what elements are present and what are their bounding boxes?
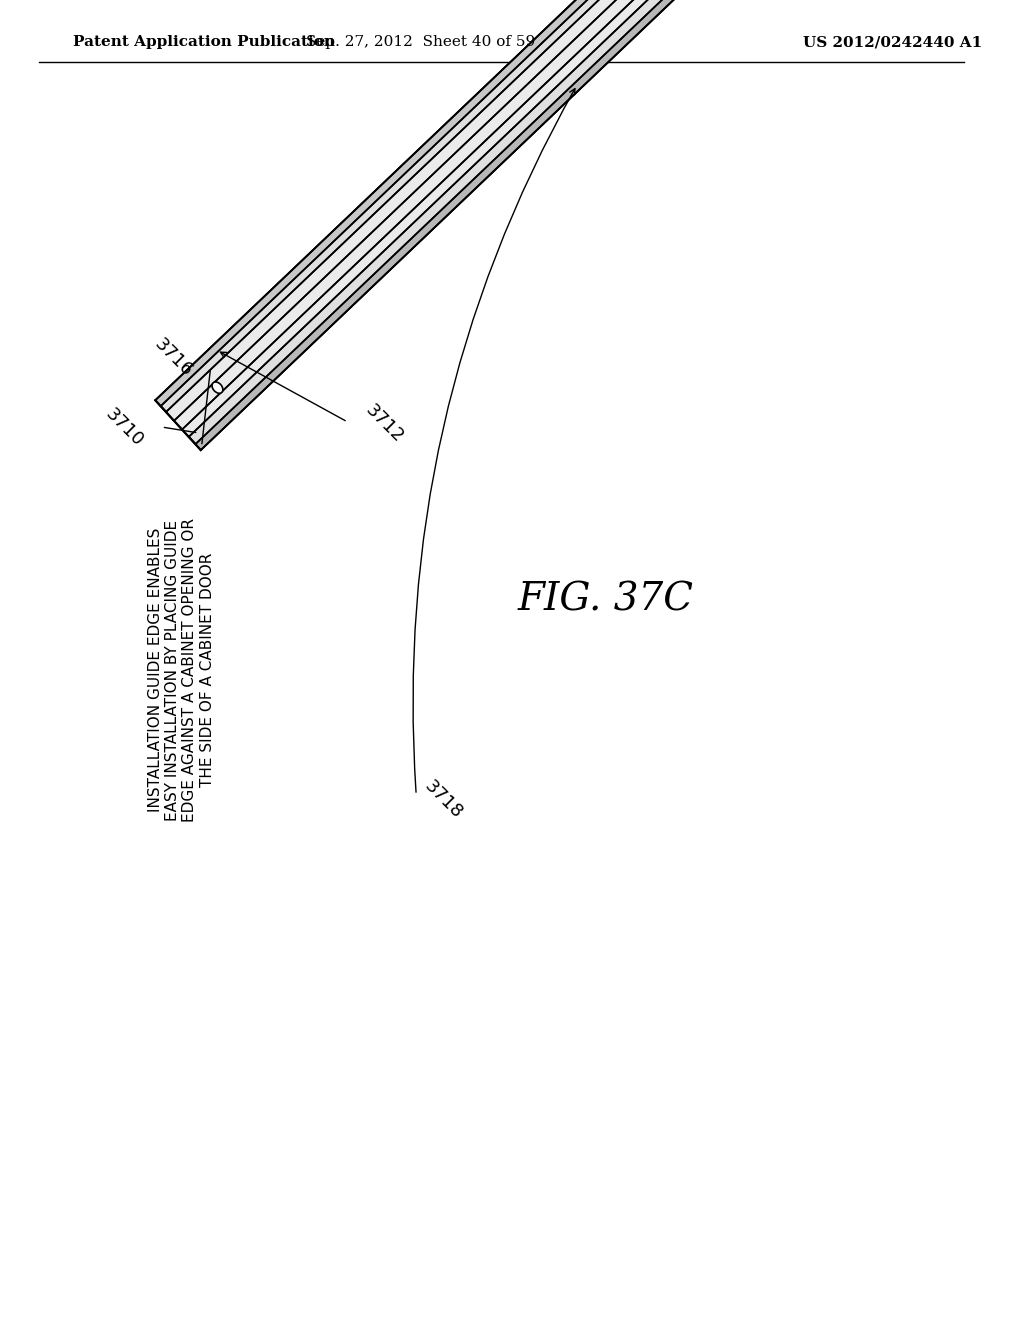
Text: Sep. 27, 2012  Sheet 40 of 59: Sep. 27, 2012 Sheet 40 of 59 (306, 36, 536, 49)
Text: 3716: 3716 (151, 335, 196, 380)
Text: US 2012/0242440 A1: US 2012/0242440 A1 (803, 36, 982, 49)
Ellipse shape (212, 381, 223, 393)
Text: 3712: 3712 (362, 401, 408, 446)
Polygon shape (156, 0, 824, 450)
Polygon shape (196, 0, 824, 450)
Text: 3718: 3718 (421, 777, 466, 822)
Text: 3710: 3710 (102, 405, 146, 450)
Text: FIG. 37C: FIG. 37C (517, 582, 693, 619)
Text: INSTALLATION GUIDE EDGE ENABLES
EASY INSTALLATION BY PLACING GUIDE
EDGE AGAINST : INSTALLATION GUIDE EDGE ENABLES EASY INS… (147, 517, 215, 822)
Text: Patent Application Publication: Patent Application Publication (74, 36, 336, 49)
Polygon shape (156, 0, 783, 407)
Polygon shape (166, 0, 812, 437)
